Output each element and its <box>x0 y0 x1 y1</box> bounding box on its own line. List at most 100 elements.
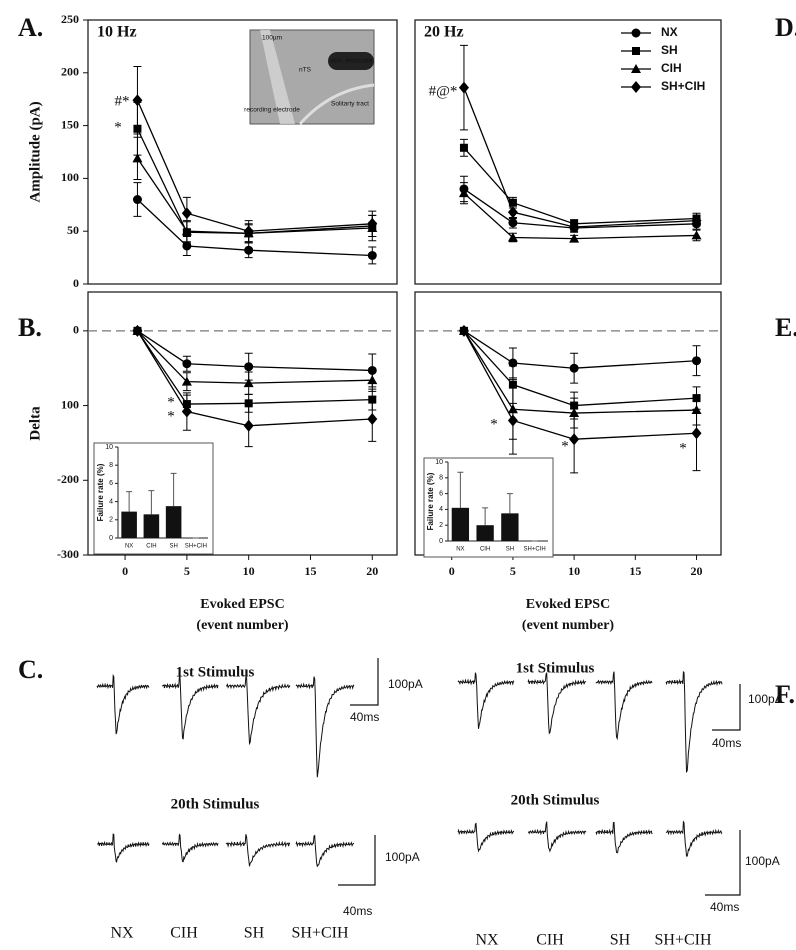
series-line <box>136 330 373 384</box>
marker <box>182 241 192 251</box>
annotation: #@* <box>429 83 458 99</box>
marker <box>244 399 253 408</box>
x-tick-label: NX <box>456 547 464 553</box>
marker <box>569 433 580 446</box>
inset-frame <box>423 457 554 558</box>
group-label: NX <box>475 932 499 949</box>
series-line <box>136 157 373 234</box>
x-tick-label: 15 <box>629 564 641 578</box>
trace-title: 20th Stimulus <box>511 792 600 808</box>
series-line <box>463 330 697 407</box>
legend-marker <box>631 28 641 38</box>
plot-frame <box>414 291 722 556</box>
x-tick-label: SH+CIH <box>185 544 207 550</box>
error-bar <box>126 491 133 512</box>
trace-title: 20th Stimulus <box>171 796 260 812</box>
trace <box>225 834 291 867</box>
x-tick-label: 10 <box>568 564 580 578</box>
marker <box>182 359 192 369</box>
trace <box>595 671 653 741</box>
panel-letter: B. <box>18 313 42 342</box>
x-tick-label: SH <box>506 547 514 553</box>
scale-label: 100pA <box>388 677 423 691</box>
marker <box>367 413 378 426</box>
y-tick-label: 4 <box>439 506 443 513</box>
marker <box>243 378 254 388</box>
series-line <box>463 188 697 229</box>
series-line <box>136 199 373 257</box>
trace <box>457 672 515 729</box>
x-axis-label: Evoked EPSC <box>526 597 610 612</box>
marker <box>458 188 469 198</box>
annotation: * <box>561 438 569 454</box>
marker <box>132 195 142 205</box>
x-tick-label: 5 <box>510 564 516 578</box>
legend-label: CIH <box>661 61 682 75</box>
bar <box>165 506 182 538</box>
series-line <box>463 87 697 228</box>
error-bar <box>170 472 177 507</box>
marker <box>691 214 702 227</box>
scale-label: 100pA <box>385 850 420 864</box>
y-tick-label: 100 <box>61 170 79 184</box>
group-label: CIH <box>536 932 564 949</box>
error-bar <box>148 490 155 515</box>
marker <box>181 226 192 236</box>
inset-label: nTS <box>299 67 312 74</box>
trace-title: 1st Stimulus <box>176 664 255 680</box>
marker <box>367 250 377 260</box>
y-tick-label: 6 <box>109 480 113 487</box>
annotation: * <box>167 408 175 424</box>
trace <box>225 674 291 746</box>
y-tick-label: 6 <box>439 490 443 497</box>
trace <box>161 833 219 863</box>
inset-label: 100µm <box>262 35 282 42</box>
plot-frame <box>414 19 722 285</box>
marker <box>243 225 254 238</box>
marker <box>367 375 378 385</box>
y-tick-label: -300 <box>57 547 79 561</box>
marker <box>508 218 518 228</box>
panel-letter: A. <box>18 13 43 42</box>
y-tick-label: 0 <box>109 535 113 542</box>
marker <box>508 198 517 207</box>
error-bar <box>506 493 513 514</box>
x-axis-label: (event number) <box>522 618 614 633</box>
panel-letter: D. <box>775 13 796 42</box>
marker <box>181 207 192 220</box>
marker <box>507 206 518 219</box>
inset-label: Solitarty tract <box>331 101 369 108</box>
x-tick-label: NX <box>125 544 133 550</box>
chart-title: 10 Hz <box>97 24 137 41</box>
y-tick-label: 0 <box>439 538 443 545</box>
trace-title: 1st Stimulus <box>516 660 595 676</box>
y-tick-label: 8 <box>109 462 113 469</box>
group-label: NX <box>110 925 134 942</box>
trace <box>295 676 355 778</box>
trace <box>161 675 219 740</box>
scale-label: 40ms <box>710 900 739 914</box>
y-tick-label: 0 <box>73 323 79 337</box>
y-tick-label: 2 <box>109 517 113 524</box>
y-tick-label: 50 <box>67 223 79 237</box>
inset-label: recording electrode <box>244 107 300 114</box>
trace <box>595 821 653 854</box>
x-tick-label: 0 <box>449 564 455 578</box>
marker <box>569 233 580 243</box>
annotation: * <box>490 416 498 432</box>
bar <box>121 511 137 538</box>
marker <box>507 232 518 242</box>
legend-label: SH+CIH <box>661 79 705 93</box>
marker <box>243 419 254 432</box>
bar <box>501 513 519 541</box>
chart-title: 20 Hz <box>424 24 464 41</box>
y-tick-label: 100 <box>61 397 79 411</box>
trace <box>97 833 150 864</box>
panel-letter: E. <box>775 313 796 342</box>
marker <box>691 427 702 440</box>
inset-label: stim. electrode <box>330 58 373 65</box>
y-tick-label: 150 <box>61 117 79 131</box>
legend-marker <box>631 64 641 73</box>
inset-electrode <box>328 52 374 70</box>
legend-marker <box>631 81 641 93</box>
